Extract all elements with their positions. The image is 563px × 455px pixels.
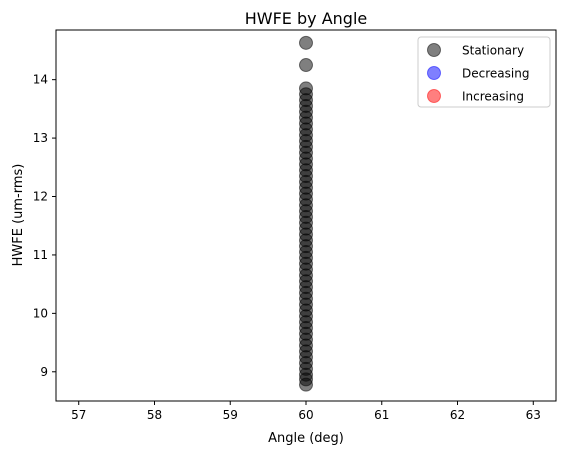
y-tick-label: 13 [33, 131, 48, 145]
y-axis-ticks: 9 10 11 12 13 14 [33, 73, 56, 379]
legend-marker [427, 43, 441, 57]
legend-label: Decreasing [462, 67, 529, 81]
legend-marker [427, 66, 441, 80]
legend-label: Increasing [462, 90, 524, 104]
y-axis-label: HWFE (um-rms) [11, 164, 26, 267]
x-tick-label: 61 [374, 408, 389, 422]
data-point [299, 58, 313, 73]
y-tick-label: 11 [33, 248, 48, 262]
x-tick-label: 58 [147, 408, 162, 422]
legend-marker [427, 89, 441, 103]
legend-label: Stationary [462, 44, 524, 58]
x-tick-label: 57 [71, 408, 86, 422]
points-layer [299, 35, 313, 392]
legend-box [417, 36, 551, 108]
x-tick-label: 62 [450, 408, 465, 422]
x-tick-label: 63 [526, 408, 541, 422]
legend-entries: Stationary Decreasing Increasing [427, 43, 529, 104]
legend: Stationary Decreasing Increasing [417, 36, 551, 108]
data-point [299, 35, 313, 50]
y-tick-label: 12 [33, 190, 48, 204]
chart-title: HWFE by Angle [245, 9, 368, 28]
y-tick-label: 14 [33, 73, 48, 87]
x-tick-label: 59 [223, 408, 238, 422]
y-tick-label: 10 [33, 306, 48, 320]
x-tick-label: 60 [298, 408, 313, 422]
x-axis-ticks: 57 58 59 60 61 62 63 [71, 401, 541, 422]
y-tick-label: 9 [40, 365, 48, 379]
x-axis-label: Angle (deg) [268, 431, 344, 446]
data-point [299, 377, 313, 392]
